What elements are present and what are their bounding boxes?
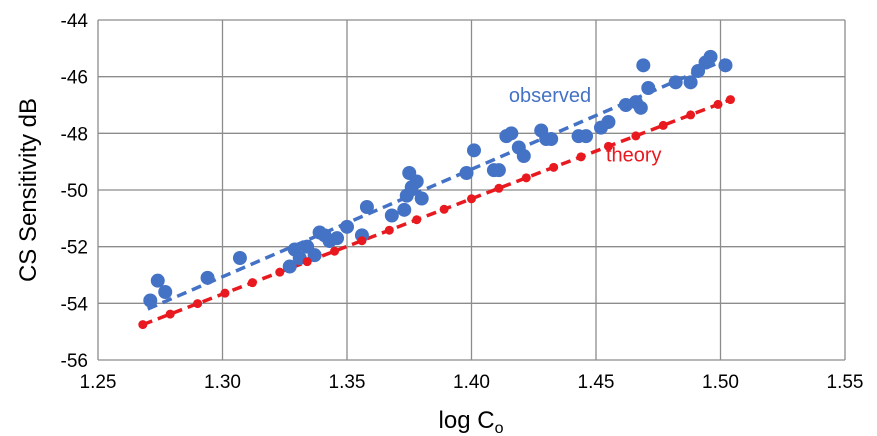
- theory-point: [439, 204, 449, 214]
- x-axis-title-subscript: o: [495, 420, 504, 436]
- observed-point: [491, 163, 506, 178]
- y-tick-label: -44: [61, 11, 89, 32]
- theory-point: [631, 131, 641, 141]
- theory-point: [357, 236, 367, 246]
- theory-point: [603, 141, 613, 151]
- x-tick-label: 1.30: [204, 372, 241, 393]
- y-axis-title: CS Sensitivity dB: [15, 98, 42, 282]
- theory-point: [275, 267, 285, 277]
- data-points: [138, 49, 735, 330]
- observed-point: [397, 202, 412, 217]
- observed-trend-line: [147, 58, 727, 311]
- observed-point: [601, 115, 616, 129]
- x-tick-label: 1.50: [702, 372, 739, 393]
- theory-point: [193, 299, 203, 309]
- observed-point: [459, 166, 474, 180]
- observed-point: [641, 81, 656, 95]
- theory-point: [494, 183, 504, 193]
- gridlines: [97, 19, 846, 361]
- observed-point: [633, 100, 648, 115]
- y-tick-label: -48: [61, 124, 88, 145]
- x-tick-label: 1.55: [827, 372, 864, 393]
- trend-lines: [142, 58, 732, 327]
- y-tick-label: -56: [61, 351, 88, 372]
- theory-point: [713, 99, 723, 109]
- theory-point: [521, 173, 531, 183]
- theory-label: theory: [606, 145, 662, 167]
- observed-point: [340, 219, 354, 234]
- theory-point: [467, 194, 476, 204]
- observed-point: [307, 248, 322, 263]
- theory-point: [247, 278, 257, 288]
- observed-point: [282, 259, 297, 274]
- observed-point: [232, 251, 247, 265]
- observed-point: [504, 126, 519, 141]
- annotations: observed theory: [509, 85, 662, 167]
- theory-point: [686, 110, 696, 120]
- theory-point: [549, 162, 559, 172]
- y-tick-label: -52: [61, 238, 88, 259]
- x-tick-label: 1.35: [329, 372, 366, 393]
- x-tick-label: 1.25: [80, 372, 117, 393]
- observed-point: [143, 293, 158, 308]
- observed-point: [579, 129, 594, 144]
- theory-point: [412, 215, 422, 225]
- theory-point: [302, 257, 312, 267]
- x-tick-label: 1.45: [578, 372, 615, 393]
- observed-point: [150, 273, 165, 288]
- theory-trend-line: [142, 97, 732, 327]
- theory-point: [384, 225, 394, 235]
- observed-point: [384, 208, 399, 223]
- observed-point: [409, 174, 424, 189]
- observed-point: [200, 270, 215, 285]
- observed-point: [330, 231, 345, 246]
- tick-labels: 1.25 1.30 1.35 1.40 1.45 1.50 1.55 -44 -46 -48 -50…: [61, 11, 864, 393]
- y-tick-label: -50: [61, 181, 88, 202]
- observed-point: [359, 200, 374, 214]
- theory-point: [138, 320, 148, 330]
- theory-point: [725, 95, 735, 105]
- y-tick-label: -54: [61, 294, 89, 315]
- theory-point: [165, 309, 175, 319]
- y-tick-label: -46: [61, 68, 88, 89]
- theory-point: [658, 120, 668, 130]
- observed-point: [466, 143, 481, 158]
- theory-point: [220, 288, 230, 298]
- observed-point: [414, 191, 429, 206]
- observed-point: [544, 132, 559, 146]
- observed-point: [668, 75, 683, 90]
- observed-point: [636, 58, 651, 73]
- observed-point: [683, 75, 698, 90]
- theory-point: [576, 152, 586, 162]
- x-axis-title: log Co: [439, 407, 504, 436]
- observed-point: [158, 285, 173, 299]
- x-tick-label: 1.40: [453, 372, 490, 393]
- observed-point: [718, 58, 733, 73]
- observed-point: [703, 49, 718, 64]
- theory-point: [330, 246, 340, 256]
- observed-point: [516, 149, 531, 163]
- x-axis-title-main: log C: [439, 407, 495, 434]
- observed-label: observed: [509, 85, 591, 107]
